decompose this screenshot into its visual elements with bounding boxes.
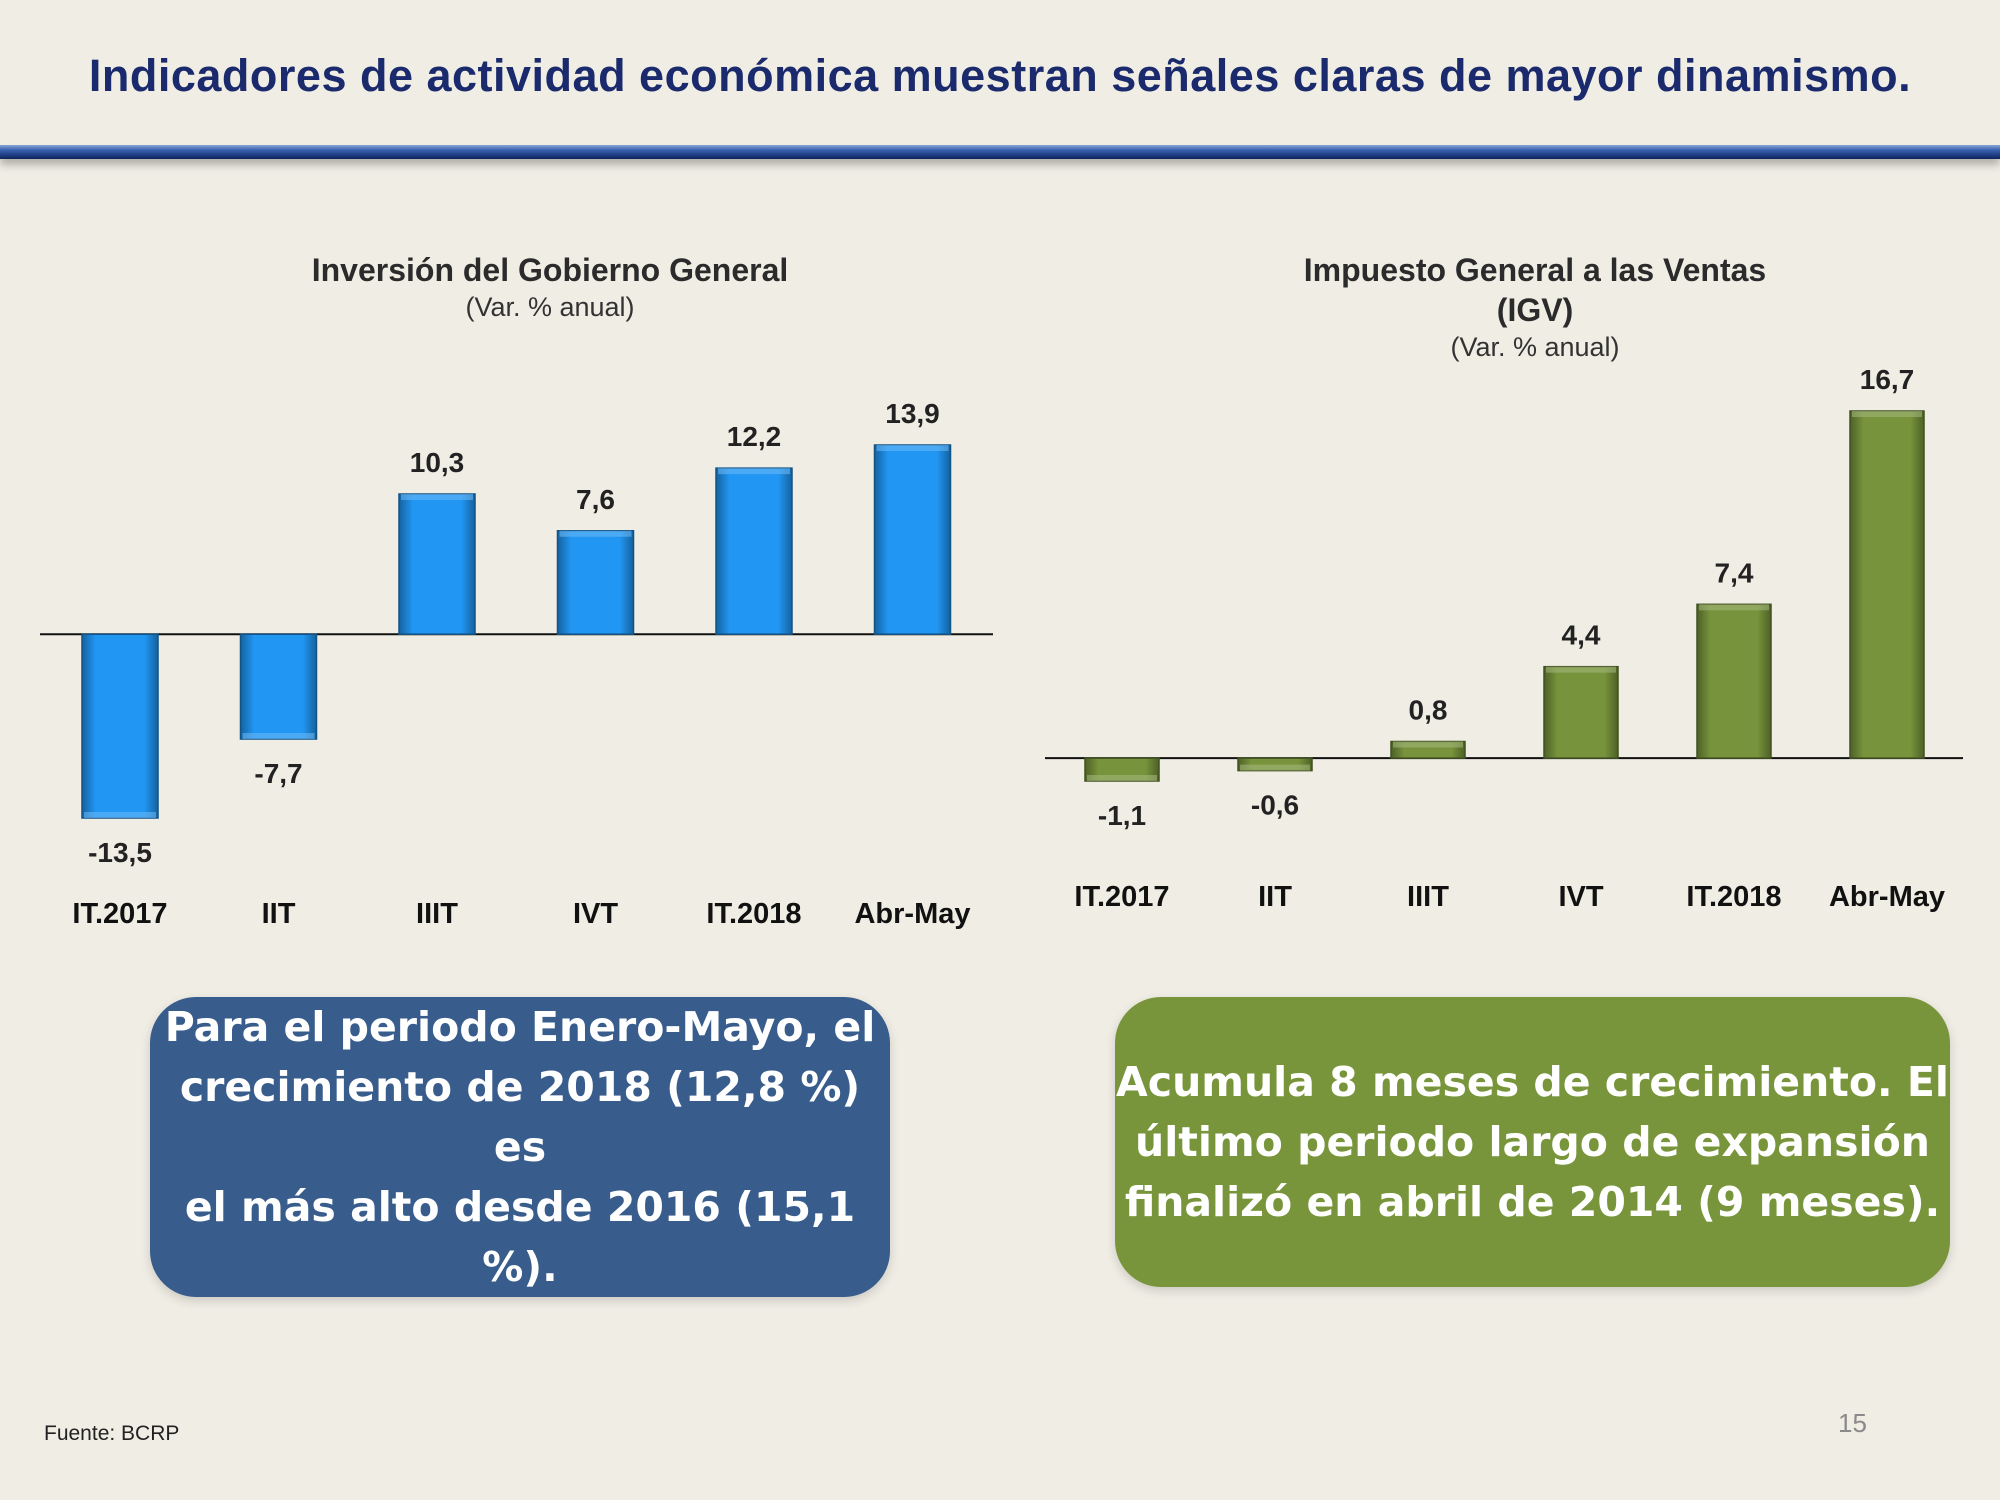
bar-value-label: 10,3 — [410, 447, 465, 478]
bar — [1696, 603, 1772, 759]
category-label: IVT — [1558, 881, 1603, 913]
category-label: IIIT — [1407, 881, 1449, 913]
bar-value-label: 7,6 — [576, 484, 615, 515]
callout-inversion-note: Para el periodo Enero-Mayo, el crecimien… — [150, 997, 890, 1297]
bar — [1543, 665, 1619, 759]
bar-group — [239, 633, 318, 740]
chart-right-subtitle: (Var. % anual) — [1450, 332, 1620, 362]
bar-value-label: -1,1 — [1098, 800, 1146, 831]
category-label: IT.2017 — [1074, 881, 1169, 913]
chart-left-subtitle: (Var. % anual) — [465, 292, 635, 322]
bar-group — [398, 493, 476, 635]
callout-igv-note: Acumula 8 meses de crecimiento. El últim… — [1115, 997, 1950, 1287]
bar-value-label: -0,6 — [1251, 790, 1299, 821]
bar-highlight — [718, 468, 790, 475]
bar — [81, 633, 159, 819]
callout-right-line2: último periodo largo de expansión — [1135, 1118, 1930, 1166]
category-label: IT.2017 — [72, 898, 167, 930]
bar-group — [81, 633, 159, 819]
callout-left-line2: crecimiento de 2018 (12,8 %) es — [179, 1063, 861, 1171]
bar-highlight — [401, 494, 473, 501]
bar-highlight — [1240, 764, 1310, 771]
bar-group — [1237, 757, 1313, 772]
bar-highlight — [1699, 604, 1769, 611]
bar — [239, 633, 318, 740]
category-label: IIT — [1258, 881, 1292, 913]
bar-highlight — [876, 445, 949, 451]
bar-group — [556, 530, 635, 635]
chart-left-inversion: -13,5 IT.2017 -7,7 IIT 10,3 IIIT 7,6 IVT 12,2 IT.… — [40, 398, 993, 930]
chart-right-title-abbrev: (IGV) — [1496, 292, 1574, 328]
slide-title: Indicadores de actividad económica muest… — [88, 50, 1912, 101]
bar-value-label: 12,2 — [727, 421, 782, 452]
source-note: Fuente: BCRP — [44, 1422, 180, 1445]
bar-group — [715, 467, 793, 635]
callout-right-line3: finalizó en abril de 2014 (9 meses). — [1124, 1178, 1941, 1226]
chart-left-title: Inversión del Gobierno General — [311, 252, 789, 288]
bar-value-label: 16,7 — [1860, 364, 1915, 395]
chart-right-igv: -1,1 IT.2017 -0,6 IIT 0,8 IIIT 4,4 IVT 7,4 IT.201… — [1045, 364, 1963, 913]
category-label: Abr-May — [1829, 881, 1945, 913]
bar — [556, 530, 635, 635]
bar-value-label: 7,4 — [1715, 557, 1754, 588]
bar-highlight — [1546, 666, 1616, 673]
page-number: 15 — [1838, 1408, 1867, 1438]
chart-right-title: Impuesto General a las Ventas — [1303, 252, 1767, 288]
bar-group — [1849, 410, 1925, 759]
bar-value-label: 0,8 — [1409, 695, 1448, 726]
bar-highlight — [1393, 741, 1463, 748]
category-label: IIIT — [416, 898, 458, 930]
callout-left-line1: Para el periodo Enero-Mayo, el — [164, 1003, 876, 1051]
bar-value-label: -13,5 — [88, 837, 152, 868]
bar-group — [873, 444, 952, 635]
bar-group — [1390, 740, 1466, 759]
bar — [715, 467, 793, 635]
bar-highlight — [1852, 411, 1922, 417]
callout-right-line1: Acumula 8 meses de crecimiento. El — [1116, 1058, 1949, 1106]
bar-group — [1543, 665, 1619, 759]
bar-highlight — [1087, 775, 1157, 781]
category-label: IT.2018 — [1686, 881, 1781, 913]
bar-highlight — [84, 812, 156, 818]
bar-value-label: -7,7 — [254, 758, 302, 789]
category-label: Abr-May — [854, 898, 970, 930]
callout-left-line3: el más alto desde 2016 (15,1 %). — [184, 1183, 856, 1291]
bar — [873, 444, 952, 635]
bar-highlight — [559, 530, 632, 537]
bar-group — [1084, 757, 1160, 782]
bar-highlight — [242, 733, 315, 740]
bar — [1849, 410, 1925, 759]
category-label: IT.2018 — [706, 898, 801, 930]
bar-value-label: 4,4 — [1562, 620, 1601, 651]
category-label: IVT — [573, 898, 618, 930]
bar-group — [1696, 603, 1772, 759]
category-label: IIT — [262, 898, 296, 930]
bar-value-label: 13,9 — [885, 398, 940, 429]
title-divider — [0, 145, 2000, 159]
